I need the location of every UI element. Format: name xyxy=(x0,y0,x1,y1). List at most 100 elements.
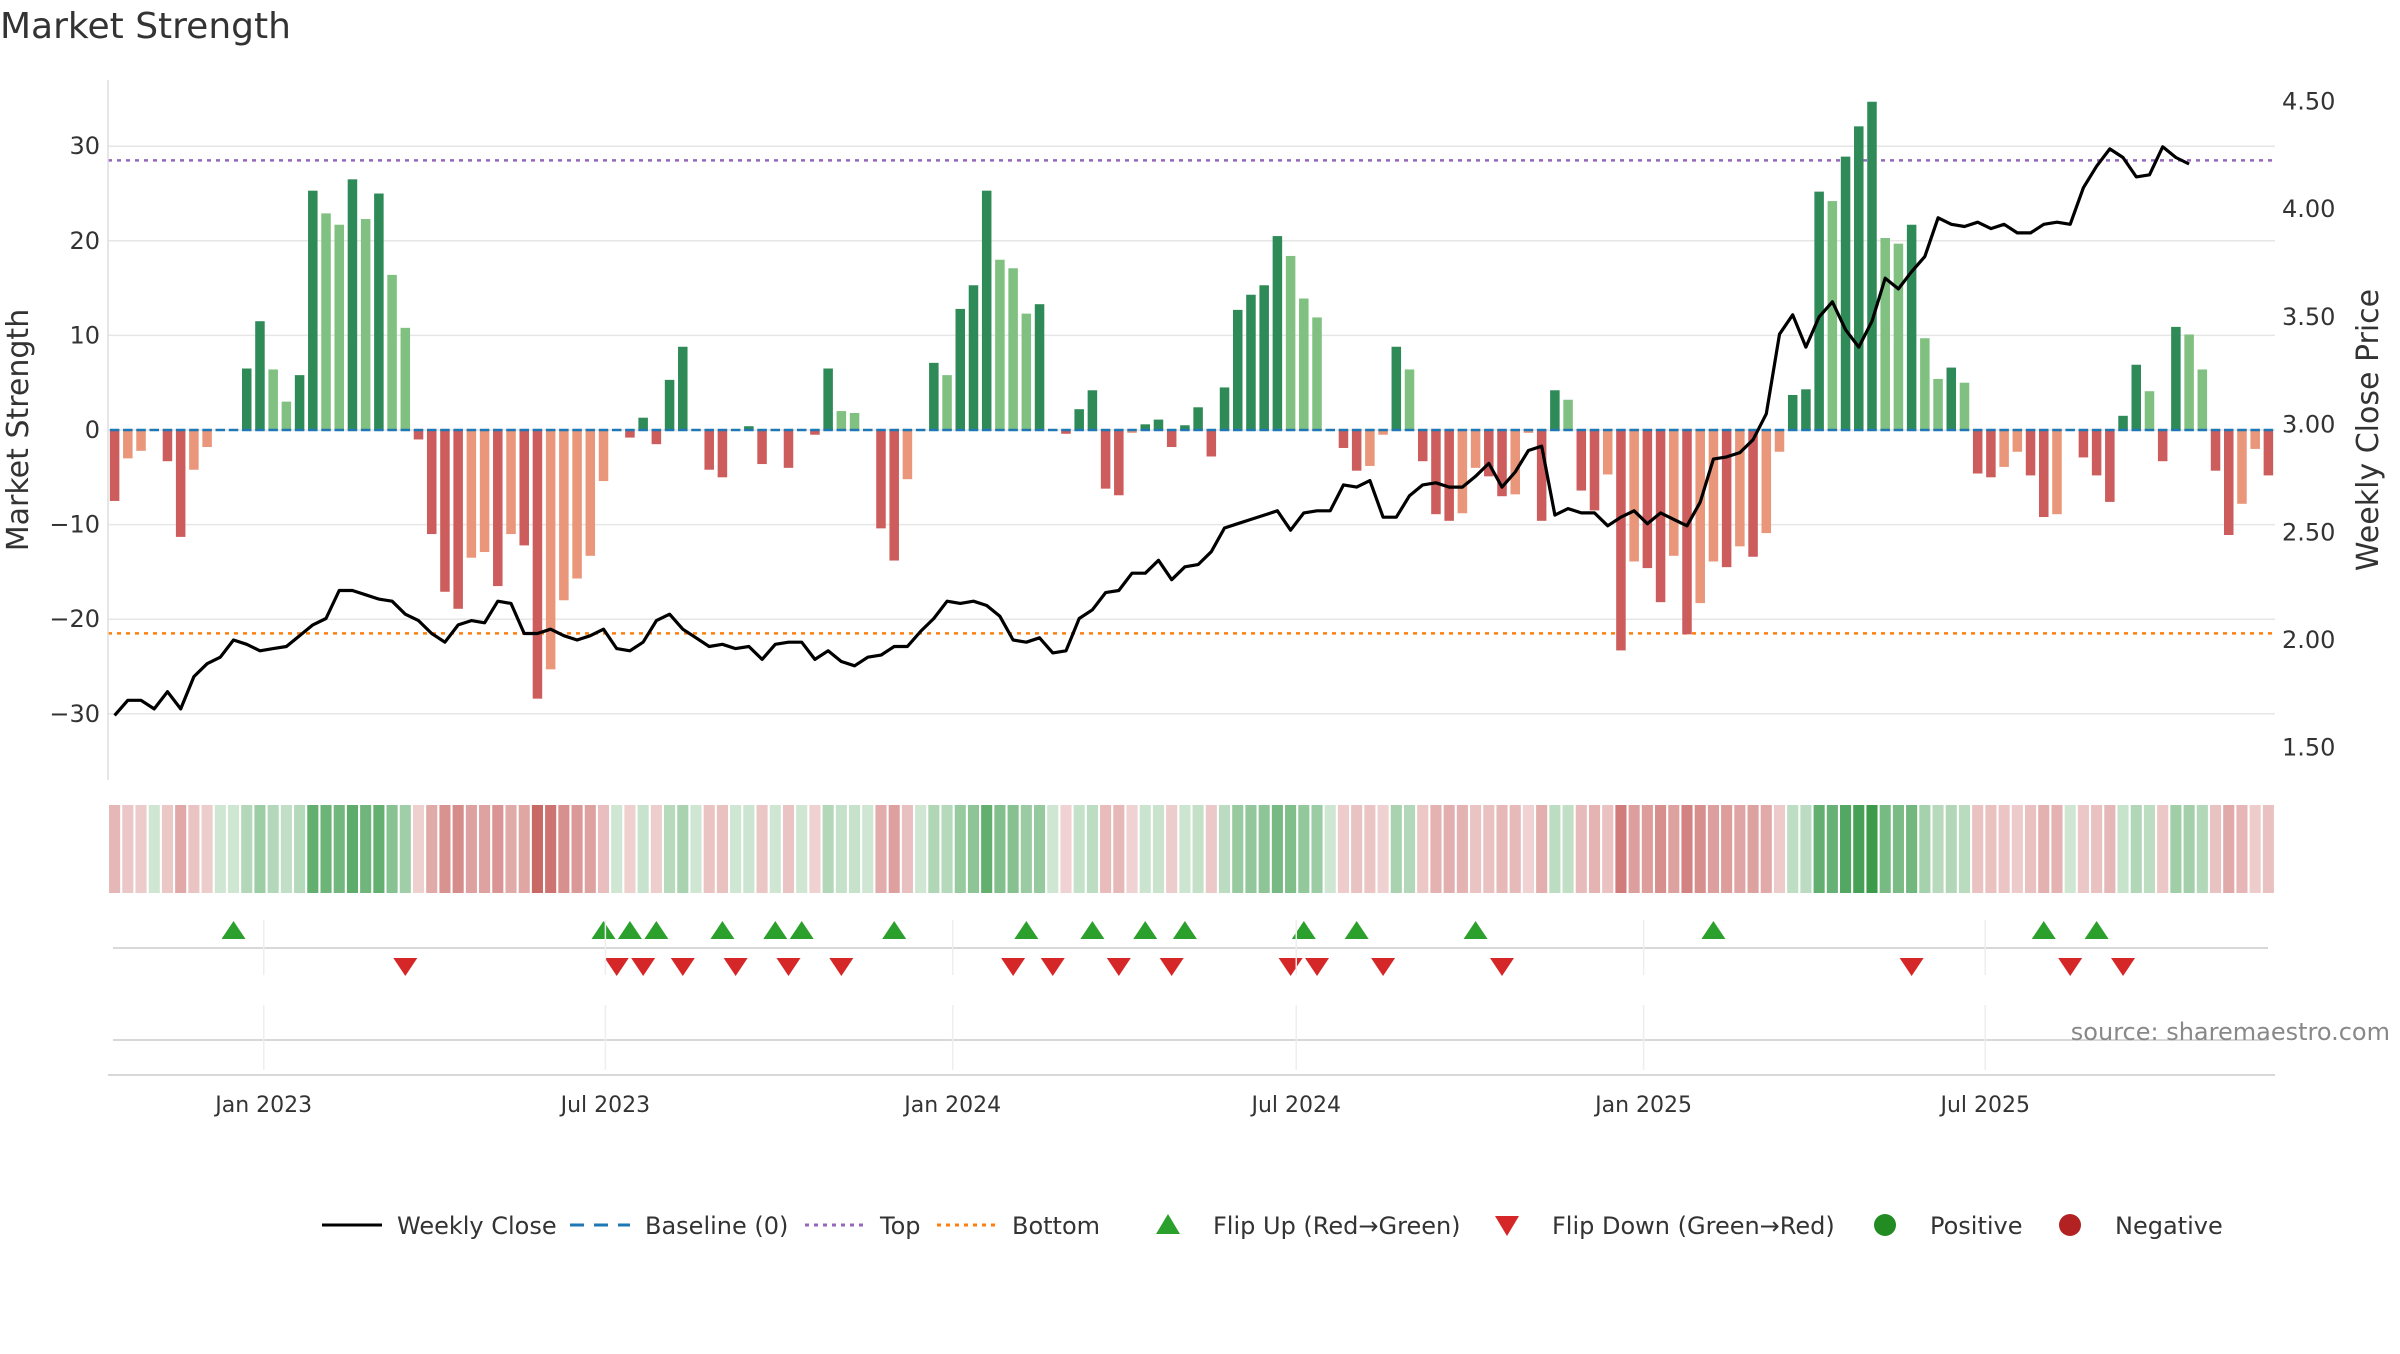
flip-up-marker xyxy=(1701,921,1726,939)
strength-bar xyxy=(942,375,952,430)
strength-bar xyxy=(889,430,899,561)
strength-bar xyxy=(1854,126,1864,430)
strength-bar xyxy=(1602,430,1613,475)
strength-bar xyxy=(1999,430,2009,467)
strip-cell xyxy=(505,805,517,893)
reference-lines xyxy=(108,159,2275,635)
strength-bar xyxy=(2052,430,2062,515)
strip-cell xyxy=(1113,805,1125,893)
strip-cell xyxy=(1919,805,1931,893)
strip-cell xyxy=(201,805,213,893)
strength-bar xyxy=(678,346,688,430)
flip-down-marker xyxy=(1001,958,1026,976)
strip-cell xyxy=(1258,805,1270,893)
flip-up-marker xyxy=(1172,921,1197,939)
strip-cell xyxy=(888,805,900,893)
strength-bar xyxy=(1787,395,1798,430)
strength-bar xyxy=(1008,268,1018,430)
strength-bar xyxy=(453,430,463,609)
strength-bar xyxy=(1867,101,1877,430)
strength-bar xyxy=(493,430,503,587)
strip-cell xyxy=(1747,805,1759,893)
y-tick-label: −20 xyxy=(49,605,100,633)
strip-cell xyxy=(135,805,147,893)
strength-bar xyxy=(387,274,397,430)
strength-bar xyxy=(1589,430,1600,511)
strength-bar xyxy=(506,430,516,535)
y2-tick-label: 3.00 xyxy=(2282,411,2335,439)
legend-label: Positive xyxy=(1930,1212,2023,1240)
strength-bar xyxy=(1193,407,1203,430)
strength-bar xyxy=(1431,430,1441,515)
strip-cell xyxy=(320,805,332,893)
strength-bar xyxy=(308,190,318,430)
x-tick-label: Jul 2024 xyxy=(1249,1093,1341,1118)
x-axis: Jan 2023 Jul 2023 Jan 2024 Jul 2024 Jan 2025… xyxy=(108,920,2275,1118)
strip-cell xyxy=(2157,805,2169,893)
strength-bar xyxy=(1801,389,1811,430)
y2-tick-label: 2.00 xyxy=(2282,626,2335,654)
strength-bar xyxy=(2197,369,2208,430)
legend-label: Negative xyxy=(2115,1212,2223,1240)
legend-item: Bottom xyxy=(937,1212,1100,1240)
strip-cell xyxy=(1020,805,1032,893)
flip-up-marker xyxy=(710,921,735,939)
y-tick-label: −30 xyxy=(49,700,100,728)
strip-cell xyxy=(479,805,491,893)
flip-down-marker xyxy=(393,958,418,976)
strength-bar xyxy=(136,430,146,451)
strip-cell xyxy=(161,805,174,893)
strip-cell xyxy=(584,805,596,893)
strength-bar xyxy=(876,430,886,529)
strip-cell xyxy=(2091,805,2103,893)
strength-bar xyxy=(664,379,675,430)
strip-cell xyxy=(254,805,266,893)
legend-label: Top xyxy=(879,1212,921,1240)
strength-bar xyxy=(1259,285,1269,430)
strength-bar xyxy=(1550,390,1560,430)
strength-bar xyxy=(1285,255,1296,430)
strip-cell xyxy=(1562,805,1574,893)
y2-tick-label: 1.50 xyxy=(2282,734,2335,762)
flip-down-marker xyxy=(829,958,854,976)
strip-cell xyxy=(2051,805,2063,893)
strip-cell xyxy=(1773,805,1786,893)
strip-cell xyxy=(2143,805,2156,893)
strength-bar xyxy=(1470,430,1481,468)
strength-bar xyxy=(1127,430,1137,433)
strip-cell xyxy=(928,805,940,893)
x-tick-label: Jul 2025 xyxy=(1938,1093,2030,1118)
strip-cell xyxy=(1047,805,1059,893)
strength-bar xyxy=(783,430,794,468)
flip-down-marker xyxy=(723,958,748,976)
strip-cell xyxy=(1205,805,1217,893)
strength-bar xyxy=(1153,419,1164,430)
strength-bar xyxy=(1378,430,1388,435)
y-axis-label: Market Strength xyxy=(1,309,36,551)
strip-cell xyxy=(1218,805,1231,893)
strip-cell xyxy=(2025,805,2037,893)
strength-bar xyxy=(1299,298,1309,430)
strength-bar xyxy=(241,368,252,430)
legend-label: Flip Up (Red→Green) xyxy=(1213,1212,1461,1240)
strength-bar xyxy=(744,426,754,430)
strength-bar xyxy=(2250,430,2260,449)
flip-down-marker xyxy=(1490,958,1515,976)
strength-bar xyxy=(1933,378,1943,430)
strip-cell xyxy=(1232,805,1244,893)
strip-cell xyxy=(2262,805,2274,893)
strength-bar xyxy=(189,430,199,470)
strength-bar xyxy=(255,321,265,430)
strength-bar xyxy=(585,430,596,556)
strip-cell xyxy=(373,805,385,893)
strength-bar xyxy=(2144,391,2155,430)
strip-cell xyxy=(1126,805,1138,893)
strip-cell xyxy=(1985,805,1997,893)
strip-cell xyxy=(1734,805,1746,893)
strip-cell xyxy=(2064,805,2076,893)
legend-dot-icon xyxy=(1874,1214,1896,1236)
strip-cell xyxy=(1813,805,1825,893)
bar-series xyxy=(109,101,2274,699)
strip-cell xyxy=(1721,805,1733,893)
